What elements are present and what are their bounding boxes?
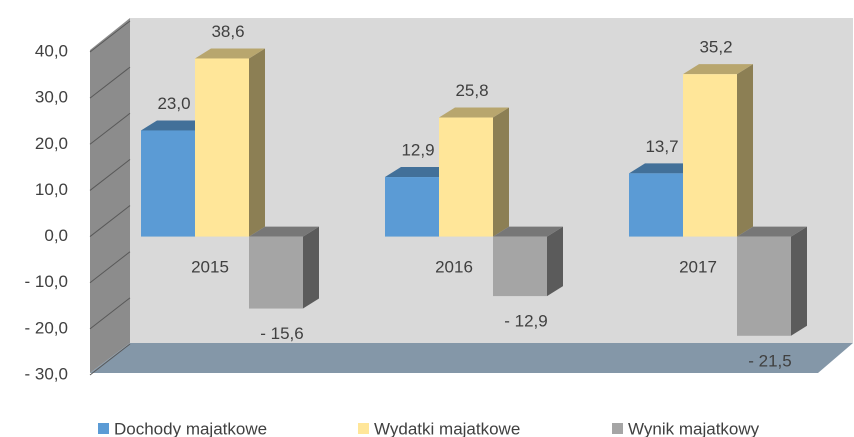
legend-swatch	[98, 423, 109, 434]
bar-side	[249, 48, 265, 237]
bar	[439, 117, 493, 237]
legend-label: Dochody majatkowe	[114, 419, 267, 437]
y-tick-label: 20,0	[35, 134, 68, 153]
x-tick-label: 2016	[435, 257, 473, 276]
bar-side	[493, 107, 509, 237]
bar-top	[439, 107, 509, 118]
bar-top	[385, 167, 455, 178]
grid-line	[89, 297, 131, 330]
bar	[249, 236, 303, 309]
grid-line	[89, 112, 131, 145]
bar-side	[791, 226, 807, 336]
data-label: 35,2	[699, 38, 732, 57]
data-label: - 12,9	[504, 312, 547, 331]
bar	[493, 236, 547, 297]
side-wall	[90, 18, 130, 373]
y-tick-label: - 20,0	[25, 318, 68, 337]
grid-line	[89, 159, 131, 191]
y-tick-label: 10,0	[35, 180, 68, 199]
legend-swatch	[358, 423, 369, 434]
legend-swatch	[612, 423, 623, 434]
grid-line	[89, 205, 131, 237]
bar	[385, 177, 439, 237]
bar-top	[195, 48, 265, 59]
x-tick-label: 2015	[191, 257, 229, 276]
data-label: 38,6	[211, 22, 244, 41]
bar-side	[303, 226, 319, 309]
bar	[737, 236, 791, 336]
bar-side	[737, 64, 753, 237]
bar-top	[737, 226, 807, 237]
bar-side	[547, 226, 563, 297]
bar	[683, 74, 737, 237]
data-label: 13,7	[645, 137, 678, 156]
bar	[629, 173, 683, 237]
bar-top	[493, 226, 563, 237]
y-tick-label: - 30,0	[25, 364, 68, 383]
x-tick-label: 2017	[679, 257, 717, 276]
y-tick-label: 40,0	[35, 41, 68, 60]
bar-top	[141, 120, 211, 131]
y-tick-label: 0,0	[44, 226, 68, 245]
grid-line	[89, 251, 131, 284]
bar-top	[629, 163, 699, 174]
bar	[195, 58, 249, 237]
floor	[90, 343, 853, 373]
bar-top	[683, 64, 753, 75]
grid-line	[89, 20, 131, 53]
data-label: - 15,6	[260, 324, 303, 343]
data-label: 25,8	[455, 81, 488, 100]
grid-line	[89, 343, 131, 376]
data-label: 23,0	[157, 94, 190, 113]
y-tick-label: 30,0	[35, 88, 68, 107]
data-label: - 21,5	[748, 351, 791, 370]
legend-label: Wydatki majatkowe	[374, 419, 520, 437]
data-label: 12,9	[401, 141, 434, 160]
grid-line	[89, 66, 131, 99]
bar	[141, 130, 195, 237]
bar-top	[249, 226, 319, 237]
legend-label: Wynik majatkowy	[628, 419, 760, 437]
y-tick-label: - 10,0	[25, 272, 68, 291]
